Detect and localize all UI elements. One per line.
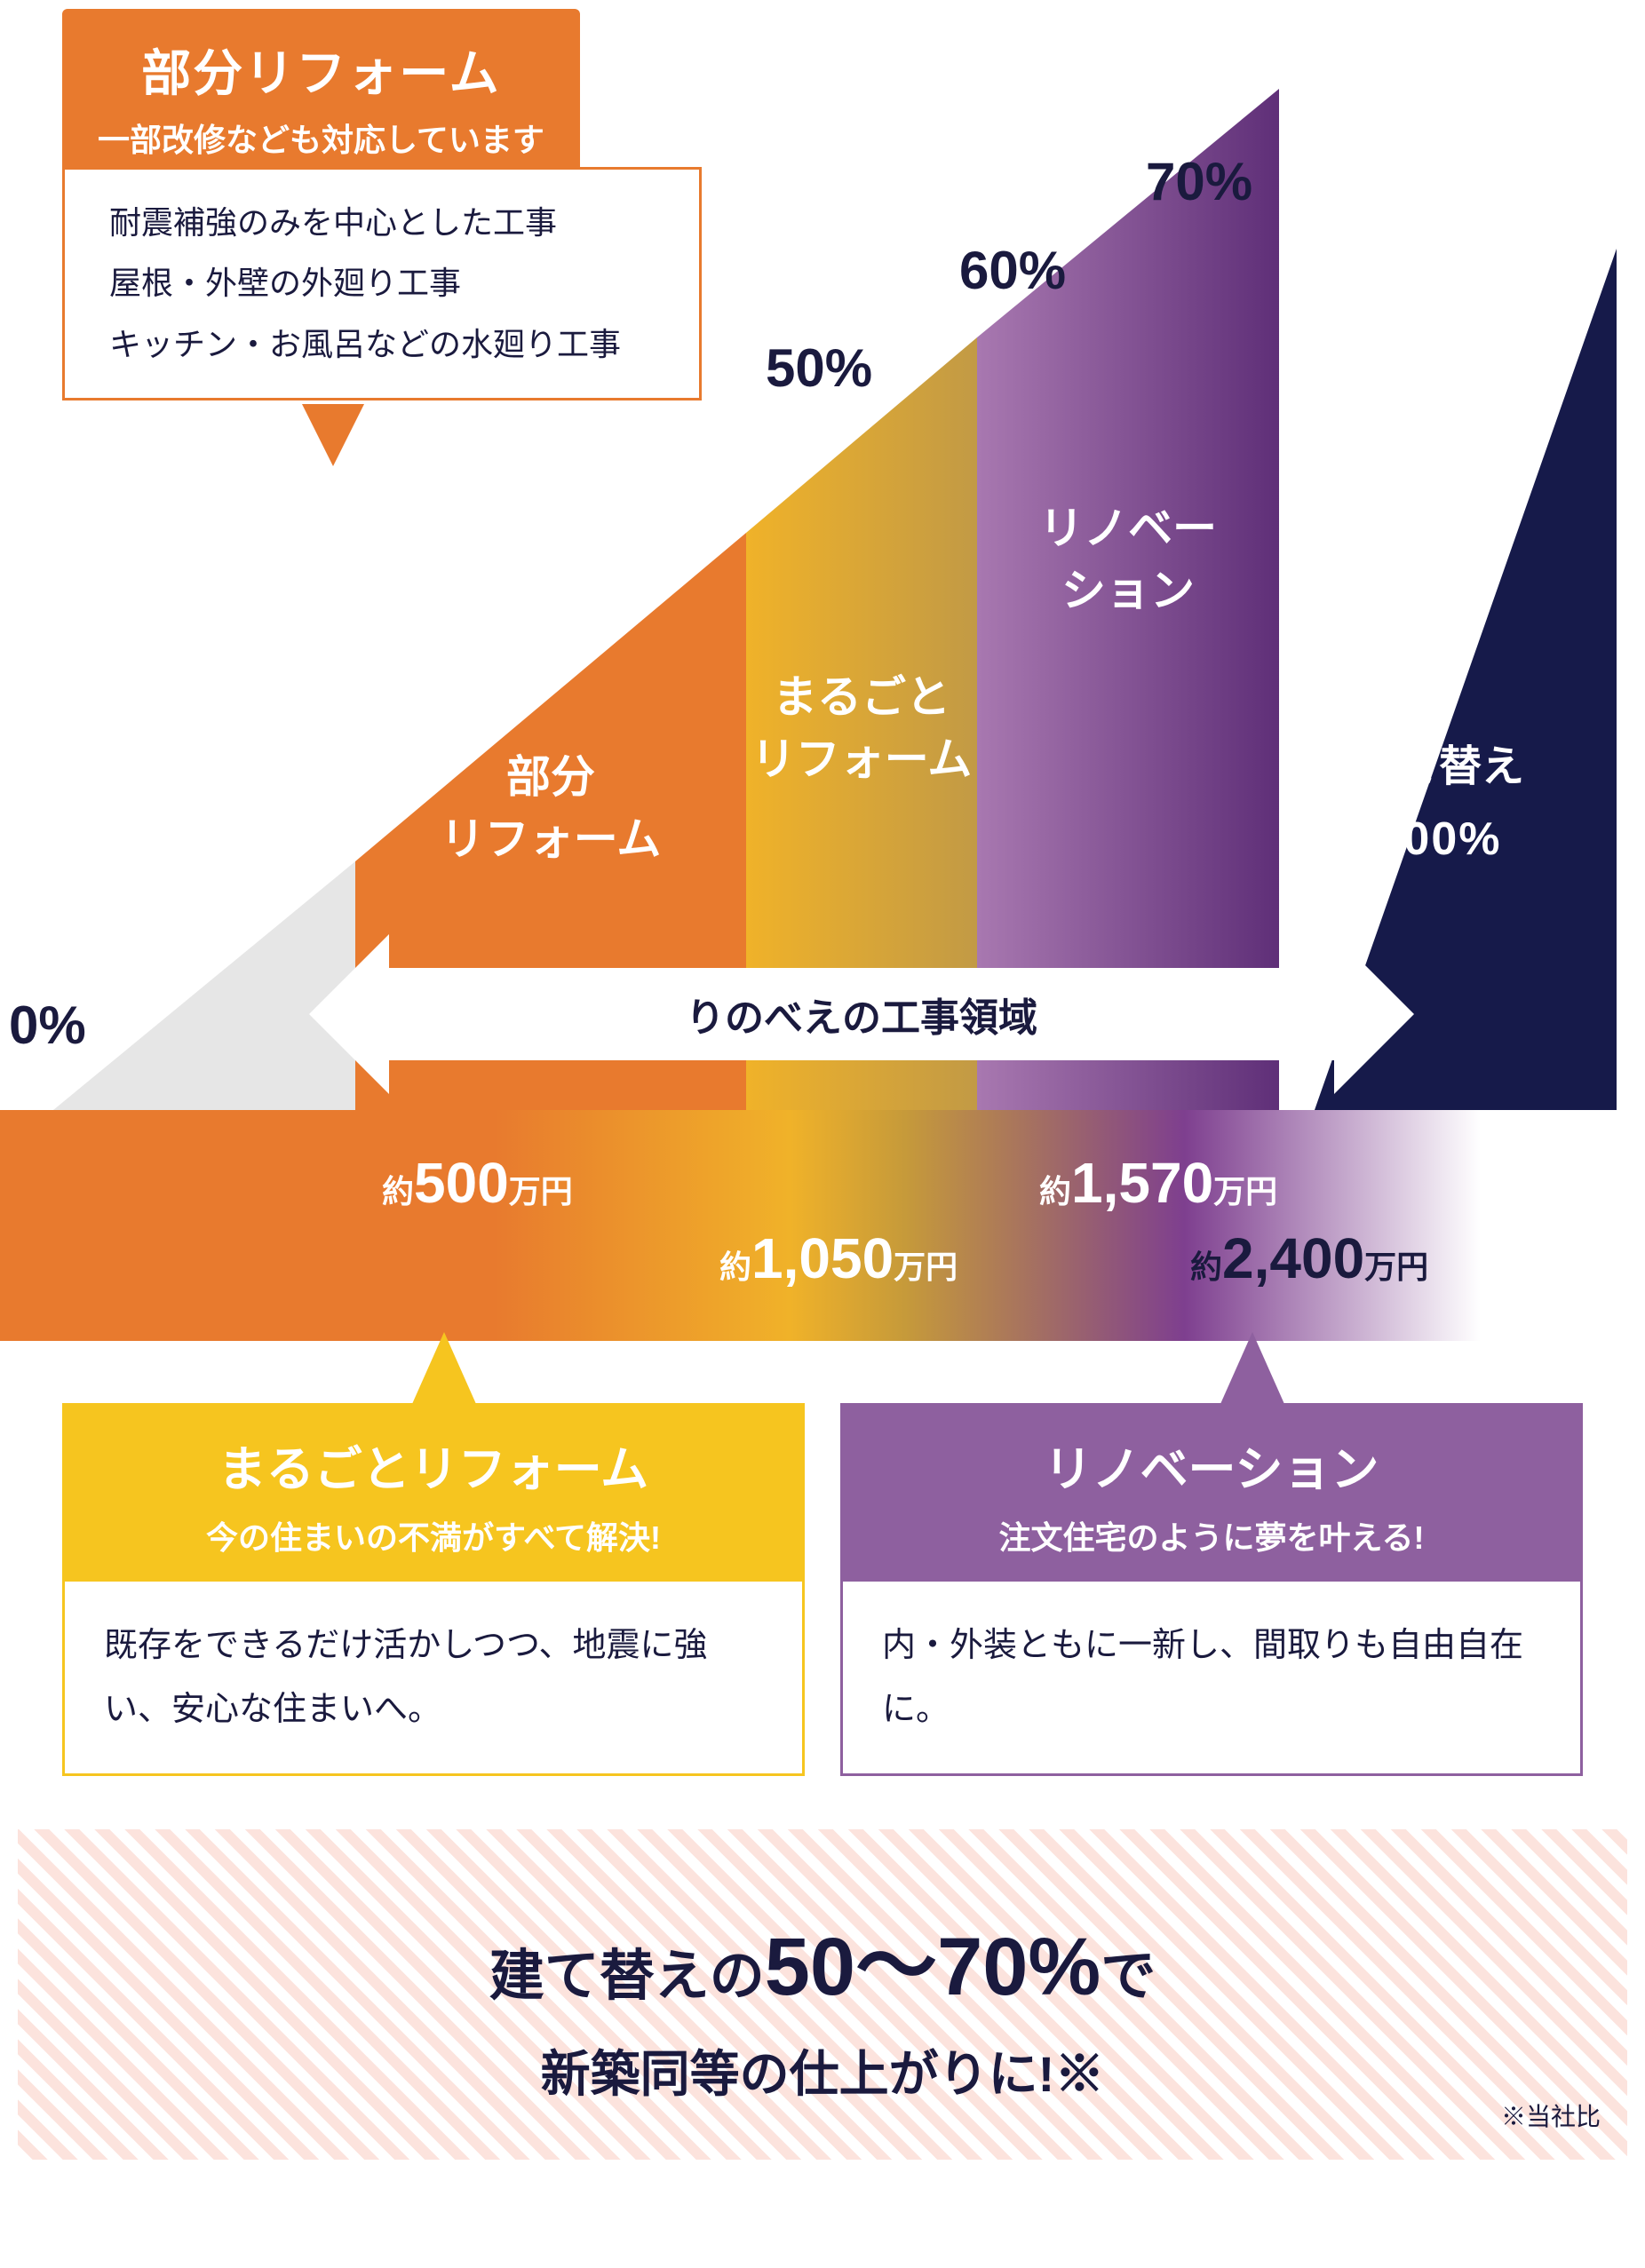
pct-label-0: 0%	[9, 995, 86, 1056]
pct-label-50: 50%	[766, 337, 872, 399]
card-whole-reform: まるごとリフォーム 今の住まいの不満がすべて解決! 既存をできるだけ活かしつつ、…	[62, 1403, 805, 1776]
price-3: 約1,570万円	[1039, 1150, 1277, 1216]
card-renovation: リノベーション 注文住宅のように夢を叶える! 内・外装ともに一新し、間取りも自由…	[840, 1403, 1583, 1776]
callout-line-3: キッチン・お風呂などの水廻り工事	[109, 314, 655, 375]
card-purple-subtitle: 注文住宅のように夢を叶える!	[858, 1512, 1565, 1558]
scope-arrow: りのべえの工事領域	[373, 968, 1350, 1060]
price-2: 約1,050万円	[719, 1225, 958, 1291]
card-yellow-subtitle: 今の住まいの不満がすべて解決!	[80, 1512, 787, 1558]
card-yellow-tail-icon	[409, 1332, 480, 1412]
triangle-chart: 部分リフォーム 一部改修なども対応しています 耐震補強のみを中心とした工事 屋根…	[0, 0, 1645, 1110]
segment-label-partial: 部分 リフォーム	[426, 746, 675, 870]
callout-partial-tail-icon	[302, 404, 364, 466]
pct-label-70: 70%	[1146, 151, 1252, 212]
pct-label-60: 60%	[959, 240, 1066, 301]
card-purple-body: 内・外装ともに一新し、間取りも自由自在に。	[840, 1582, 1583, 1776]
segment-label-whole: まるごと リフォーム	[737, 666, 986, 790]
callout-line-2: 屋根・外壁の外廻り工事	[109, 253, 655, 313]
cards-row: まるごとリフォーム 今の住まいの不満がすべて解決! 既存をできるだけ活かしつつ、…	[0, 1341, 1645, 1812]
price-1: 約500万円	[382, 1150, 573, 1216]
callout-partial-title: 部分リフォーム	[98, 34, 544, 106]
card-yellow-head: まるごとリフォーム 今の住まいの不満がすべて解決!	[62, 1403, 805, 1582]
summary-note: ※当社比	[1501, 2098, 1601, 2133]
infographic-root: 部分リフォーム 一部改修なども対応しています 耐震補強のみを中心とした工事 屋根…	[0, 0, 1645, 2160]
summary-line-2: 新築同等の仕上がりに!※	[53, 2034, 1592, 2106]
callout-partial-body: 耐震補強のみを中心とした工事 屋根・外壁の外廻り工事 キッチン・お風呂などの水廻…	[62, 167, 702, 400]
card-yellow-title: まるごとリフォーム	[80, 1430, 787, 1500]
card-purple-head: リノベーション 注文住宅のように夢を叶える!	[840, 1403, 1583, 1582]
segment-label-renovation: リノベー ション	[1013, 497, 1244, 622]
scope-arrow-label: りのべえの工事領域	[686, 986, 1037, 1043]
card-yellow-body: 既存をできるだけ活かしつつ、地震に強い、安心な住まいへ。	[62, 1582, 805, 1776]
card-purple-tail-icon	[1217, 1332, 1288, 1412]
arrow-right-icon	[1334, 934, 1414, 1094]
summary-line-1: 建て替えの50〜70%で	[53, 1900, 1592, 2018]
callout-line-1: 耐震補強のみを中心とした工事	[109, 193, 655, 253]
callout-partial-subtitle: 一部改修なども対応しています	[98, 115, 544, 161]
segment-label-rebuild: 建て替え 100%	[1323, 737, 1554, 872]
summary-banner: 建て替えの50〜70%で 新築同等の仕上がりに!※ ※当社比	[18, 1829, 1627, 2160]
callout-partial-header: 部分リフォーム 一部改修なども対応しています	[62, 9, 580, 177]
arrow-left-icon	[309, 934, 389, 1094]
card-purple-title: リノベーション	[858, 1430, 1565, 1500]
price-bar: 約500万円 約1,050万円 約1,570万円 約2,400万円	[0, 1110, 1645, 1341]
price-4: 約2,400万円	[1190, 1225, 1428, 1291]
